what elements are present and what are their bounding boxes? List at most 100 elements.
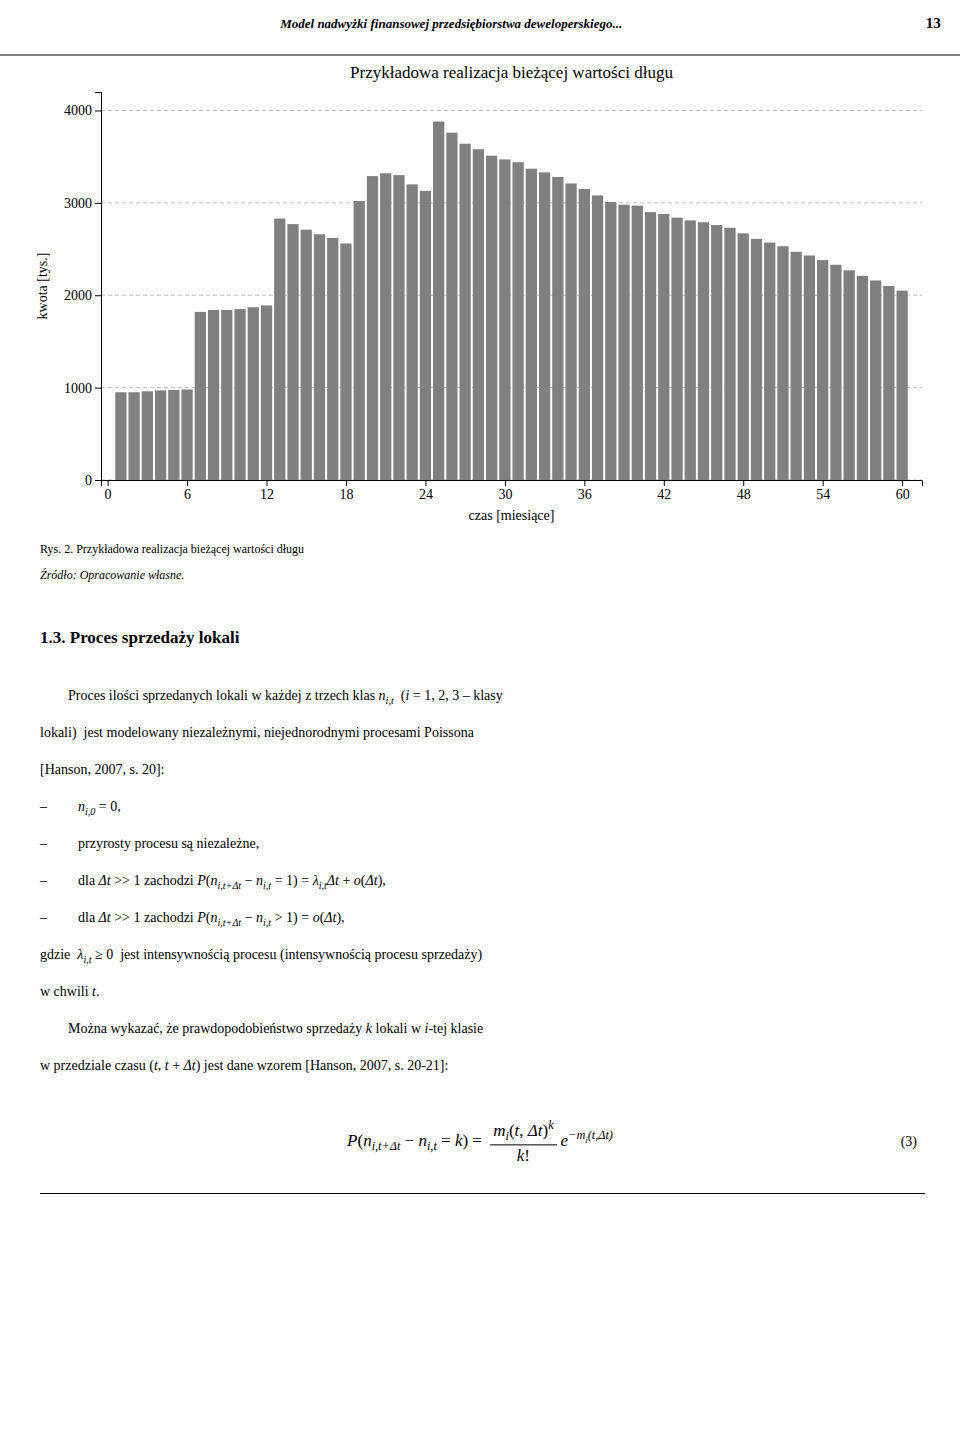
y-axis-title: kwota [tys.]: [35, 253, 50, 320]
y-tick-label: 1000: [64, 381, 92, 396]
bar: [340, 244, 351, 480]
x-tick-label: 48: [737, 487, 751, 502]
bar: [870, 280, 881, 480]
text-run: (: [361, 873, 366, 888]
text-run: = 1, 2, 3 – klasy: [409, 688, 502, 703]
math-symbol: Δt: [324, 910, 336, 925]
text-run: (: [588, 1128, 592, 1142]
bar: [711, 225, 722, 480]
math-symbol: k: [517, 1147, 525, 1166]
bars: [115, 122, 908, 480]
bar: [380, 173, 391, 480]
text-line: przyrosty procesu są niezależne,: [78, 837, 259, 851]
x-axis: 06121824303642485460: [102, 480, 923, 502]
page: Model nadwyżki finansowej przedsiębiorst…: [0, 0, 960, 1445]
subscript: i,t+Δt: [218, 917, 242, 928]
text-run: ): [609, 1128, 613, 1142]
bar: [155, 390, 166, 480]
math-symbol: λ: [313, 873, 319, 888]
numerator: mi(t, Δt)k: [490, 1119, 556, 1145]
math-symbol: k: [455, 1131, 463, 1150]
x-tick-label: 60: [896, 487, 910, 502]
text-run: ): [542, 1121, 548, 1140]
x-axis-title: czas [miesiące]: [469, 508, 555, 523]
bar: [658, 214, 669, 480]
text-run: w chwili: [40, 984, 92, 999]
subscript: i,t: [319, 880, 327, 891]
bar: [579, 189, 590, 480]
text-run: dla: [78, 873, 99, 888]
x-tick-mark: [108, 480, 109, 486]
bar: [234, 309, 245, 480]
bar: [844, 270, 855, 480]
x-tick-mark: [743, 480, 744, 486]
fraction: mi(t, Δt)kk!: [490, 1119, 556, 1164]
math-symbol: i: [405, 688, 409, 703]
text-line: ni,0 = 0,: [78, 800, 121, 817]
math-symbol: t: [92, 984, 96, 999]
bar: [128, 392, 139, 480]
x-tick: 42: [657, 480, 671, 502]
text-run: = 1) =: [271, 873, 312, 888]
math-symbol: m: [493, 1121, 505, 1140]
text-line: w przedziale czasu (t, t + Δt) jest dane…: [40, 1059, 448, 1073]
grid-line: [101, 110, 922, 111]
text-line: Można wykazać, że prawdopodobieństwo spr…: [40, 1022, 483, 1036]
x-tick-mark: [346, 480, 347, 486]
text-run: (: [394, 688, 406, 703]
y-tick-label: 3000: [64, 196, 92, 211]
subscript: i,t+Δt: [218, 880, 242, 891]
rule: [40, 1193, 925, 1194]
math-symbol: Δt: [99, 910, 111, 925]
text-line: dla Δt >> 1 zachodzi P(ni,t+Δt − ni,t = …: [78, 874, 386, 891]
bar: [605, 202, 616, 480]
math-symbol: Δt: [184, 1058, 196, 1073]
text-run: ) jest dane wzorem [Hanson, 2007, s. 20-…: [196, 1058, 449, 1073]
bar: [460, 144, 471, 480]
math-symbol: t: [592, 1128, 595, 1142]
bar: [764, 243, 775, 480]
bar: [751, 239, 762, 480]
y-tick-mark: [95, 295, 101, 296]
text-run: ,: [158, 1058, 165, 1073]
bar: [632, 206, 643, 480]
header-text: Model nadwyżki finansowej przedsiębiorst…: [279, 16, 622, 31]
text-run: −: [241, 873, 256, 888]
x-tick: 60: [896, 480, 910, 502]
bar: [698, 222, 709, 480]
x-tick: 48: [737, 480, 751, 502]
text-run: ) =: [462, 1131, 486, 1150]
y-axis: 01000200030004000: [64, 93, 102, 488]
text-run: ,: [595, 1128, 598, 1142]
bar: [327, 238, 338, 480]
bar: [168, 390, 179, 480]
math-symbol: P: [197, 873, 206, 888]
text-run: .: [96, 984, 100, 999]
subscript: i,t: [427, 1139, 437, 1153]
bar: [857, 276, 868, 480]
math-symbol: n: [256, 910, 263, 925]
x-tick-mark: [584, 480, 585, 486]
math-symbol: Δt: [598, 1128, 609, 1142]
bar: [301, 230, 312, 480]
text-run: (: [206, 873, 211, 888]
y-tick-mark: [95, 388, 101, 389]
bar: [195, 312, 206, 480]
text-run: (: [509, 1121, 515, 1140]
math-symbol: n: [211, 910, 218, 925]
math-symbol: t: [154, 1058, 158, 1073]
bar: [433, 122, 444, 480]
x-tick-mark: [187, 480, 188, 486]
y-tick-label: 2000: [64, 288, 92, 303]
bar: [671, 218, 682, 480]
y-tick: 1000: [64, 381, 101, 396]
bar: [499, 159, 510, 480]
text-run: -tej klasie: [428, 1021, 483, 1036]
text-run: ),: [336, 910, 344, 925]
math-symbol: Δt: [327, 873, 339, 888]
x-tick: 6: [184, 480, 191, 502]
math-symbol: n: [211, 873, 218, 888]
subscript: i,t+Δt: [372, 1139, 401, 1153]
text-run: ≥ 0 jest intensywnością procesu (intensy…: [92, 947, 483, 962]
text-run: [Hanson, 2007, s. 20]:: [40, 762, 164, 777]
